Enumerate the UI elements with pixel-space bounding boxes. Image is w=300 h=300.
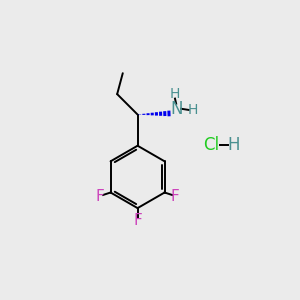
Text: Cl: Cl [203,136,220,154]
Text: F: F [170,189,179,204]
Text: N: N [170,100,182,118]
Text: F: F [133,213,142,228]
Text: F: F [96,189,105,204]
Text: H: H [188,103,198,117]
Text: H: H [227,136,240,154]
Text: H: H [170,87,180,101]
